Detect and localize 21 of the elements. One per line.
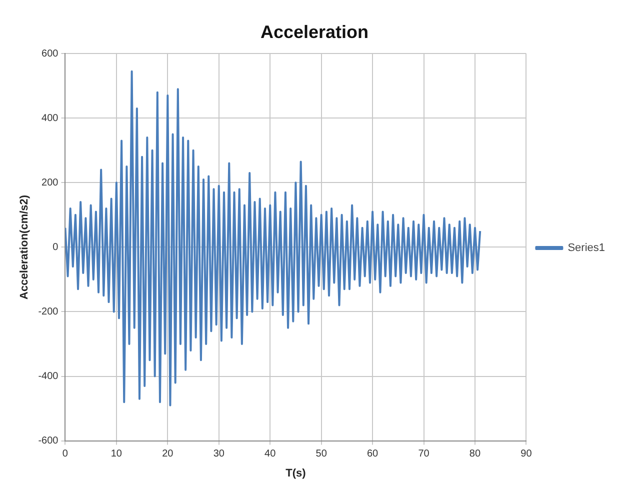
- y-tick-label: 0: [52, 242, 59, 253]
- x-tick-label: 10: [110, 448, 122, 460]
- legend-label: Series1: [568, 242, 605, 254]
- x-tick-label: 70: [418, 448, 430, 460]
- x-tick-label: 0: [62, 448, 68, 460]
- x-tick-label: 60: [366, 448, 379, 460]
- chart-title: Acceleration: [260, 22, 369, 42]
- y-tick-label: -600: [38, 436, 59, 447]
- y-tick-label: 200: [42, 177, 59, 188]
- y-tick-label: -400: [38, 371, 59, 382]
- y-tick-label: 600: [42, 48, 59, 60]
- x-tick-label: 20: [162, 448, 174, 460]
- x-tick-label: 30: [213, 448, 225, 460]
- y-axis-title: Acceleration(cm/s2): [18, 194, 31, 300]
- x-tick-label: 40: [264, 448, 276, 460]
- y-tick-label: -200: [38, 306, 59, 318]
- x-axis-title: T(s): [286, 467, 306, 480]
- x-tick-label: 90: [520, 448, 532, 460]
- y-tick-label: 400: [42, 112, 59, 124]
- x-tick-label: 80: [469, 448, 481, 460]
- x-tick-label: 50: [316, 448, 328, 460]
